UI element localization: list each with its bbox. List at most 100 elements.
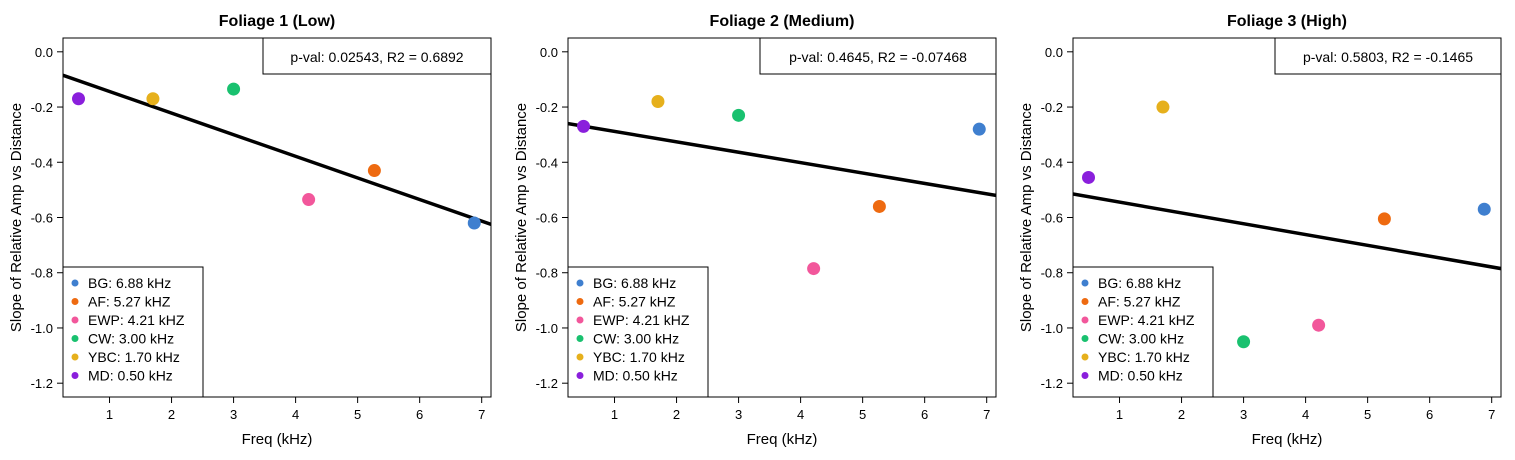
y-tick-label: -0.2 [1041, 100, 1063, 115]
y-tick-label: 0.0 [35, 45, 53, 60]
legend-label-md: MD: 0.50 kHz [1098, 368, 1183, 384]
legend-label-cw: CW: 3.00 kHz [1098, 331, 1184, 347]
y-tick-label: -1.0 [31, 321, 53, 336]
y-tick-label: -1.2 [31, 376, 53, 391]
legend-label-bg: BG: 6.88 kHz [1098, 275, 1181, 291]
stats-text: p-val: 0.02543, R2 = 0.6892 [290, 49, 463, 65]
x-tick-label: 7 [1488, 407, 1495, 422]
x-axis-label: Freq (kHz) [1252, 431, 1323, 448]
legend-marker-bg [576, 279, 584, 287]
chart-title: Foliage 2 (Medium) [710, 13, 855, 30]
data-point-af [1377, 212, 1391, 226]
y-tick-label: -0.2 [536, 100, 558, 115]
legend-marker-cw [71, 335, 79, 342]
x-tick-label: 3 [230, 407, 237, 422]
legend-marker-ybc [1081, 353, 1089, 361]
x-tick-label: 3 [735, 407, 742, 422]
data-point-cw [732, 108, 746, 122]
x-tick-label: 5 [354, 407, 361, 422]
data-point-ybc [146, 92, 160, 106]
x-tick-label: 7 [983, 407, 990, 422]
y-tick-label: -0.4 [536, 155, 558, 170]
legend-marker-cw [576, 335, 584, 342]
legend-marker-af [576, 298, 584, 305]
y-axis-label: Slope of Relative Amp vs Distance [8, 103, 25, 332]
stats-text: p-val: 0.4645, R2 = -0.07468 [789, 49, 967, 65]
x-axis-label: Freq (kHz) [747, 431, 818, 448]
stats-box [759, 37, 997, 75]
legend-marker-md [1081, 372, 1089, 379]
y-tick-label: -1.0 [536, 321, 558, 336]
legend-label-ybc: YBC: 1.70 kHz [593, 349, 685, 365]
legend-marker-bg [71, 279, 79, 287]
legend-label-af: AF: 5.27 kHZ [88, 294, 171, 310]
legend-label-af: AF: 5.27 kHZ [593, 294, 676, 310]
data-point-bg [1477, 202, 1491, 216]
data-point-bg [467, 216, 481, 230]
y-tick-label: -0.4 [31, 155, 53, 170]
x-tick-label: 6 [921, 407, 928, 422]
legend-marker-ybc [576, 353, 584, 361]
y-axis-label: Slope of Relative Amp vs Distance [513, 103, 530, 332]
legend-label-cw: CW: 3.00 kHz [88, 331, 174, 347]
y-tick-label: -0.6 [536, 211, 558, 226]
legend-marker-cw [1081, 335, 1089, 342]
data-point-md [72, 92, 86, 106]
regression-line [1073, 192, 1501, 271]
legend-marker-bg [1081, 279, 1089, 287]
x-tick-label: 1 [611, 407, 618, 422]
y-tick-label: 0.0 [540, 45, 558, 60]
legend-label-ybc: YBC: 1.70 kHz [1098, 349, 1190, 365]
data-point-bg [972, 122, 986, 136]
legend-marker-ewp [576, 316, 584, 324]
panel-2: Foliage 2 (Medium) 1 2 3 4 5 6 7 0.0 -0.2 -0.4 -0.6… [513, 13, 997, 448]
y-tick-label: -1.0 [1041, 321, 1063, 336]
legend-box [62, 266, 204, 398]
y-tick-label: -0.6 [1041, 211, 1063, 226]
x-tick-label: 4 [292, 407, 299, 422]
legend-label-ewp: EWP: 4.21 kHZ [88, 312, 185, 328]
data-point-ewp [1312, 318, 1326, 332]
x-tick-label: 7 [478, 407, 485, 422]
data-point-cw [227, 82, 241, 96]
legend-box [567, 266, 709, 398]
panel-3: Foliage 3 (High) 1 2 3 4 5 6 7 0.0 -0.2 -0.4 -0.6 -0… [1018, 13, 1502, 448]
y-tick-label: -0.2 [31, 100, 53, 115]
legend-label-cw: CW: 3.00 kHz [593, 331, 679, 347]
legend-label-bg: BG: 6.88 kHz [88, 275, 171, 291]
y-tick-label: -1.2 [1041, 376, 1063, 391]
x-tick-label: 2 [168, 407, 175, 422]
y-axis-label: Slope of Relative Amp vs Distance [1018, 103, 1035, 332]
y-tick-label: -1.2 [536, 376, 558, 391]
legend-marker-af [1081, 298, 1089, 305]
y-tick-label: -0.4 [1041, 155, 1063, 170]
x-tick-label: 3 [1240, 407, 1247, 422]
data-point-ybc [1156, 100, 1170, 114]
data-point-ewp [807, 262, 821, 276]
legend-marker-ybc [71, 353, 79, 361]
legend-label-md: MD: 0.50 kHz [593, 368, 678, 384]
regression-line [63, 73, 491, 227]
data-point-af [367, 164, 381, 178]
x-tick-label: 5 [859, 407, 866, 422]
legend-label-af: AF: 5.27 kHZ [1098, 294, 1181, 310]
legend-box [1072, 266, 1214, 398]
legend-label-ewp: EWP: 4.21 kHZ [1098, 312, 1195, 328]
y-tick-label: -0.8 [536, 266, 558, 281]
data-point-md [577, 119, 591, 133]
data-point-af [872, 199, 886, 213]
x-tick-label: 4 [797, 407, 804, 422]
panel-1: Foliage 1 (Low) 1 2 3 4 5 6 7 0.0 -0.2 -0.4 -0.6 -0.… [8, 13, 492, 448]
chart-title: Foliage 3 (High) [1227, 13, 1347, 30]
x-tick-label: 1 [1116, 407, 1123, 422]
data-point-ewp [302, 193, 316, 207]
y-tick-label: 0.0 [1045, 45, 1063, 60]
legend-marker-ewp [71, 316, 79, 324]
x-tick-label: 2 [1178, 407, 1185, 422]
x-axis-label: Freq (kHz) [242, 431, 313, 448]
stats-box [262, 37, 492, 75]
legend-label-bg: BG: 6.88 kHz [593, 275, 676, 291]
legend-marker-af [71, 298, 79, 305]
x-tick-label: 4 [1302, 407, 1309, 422]
